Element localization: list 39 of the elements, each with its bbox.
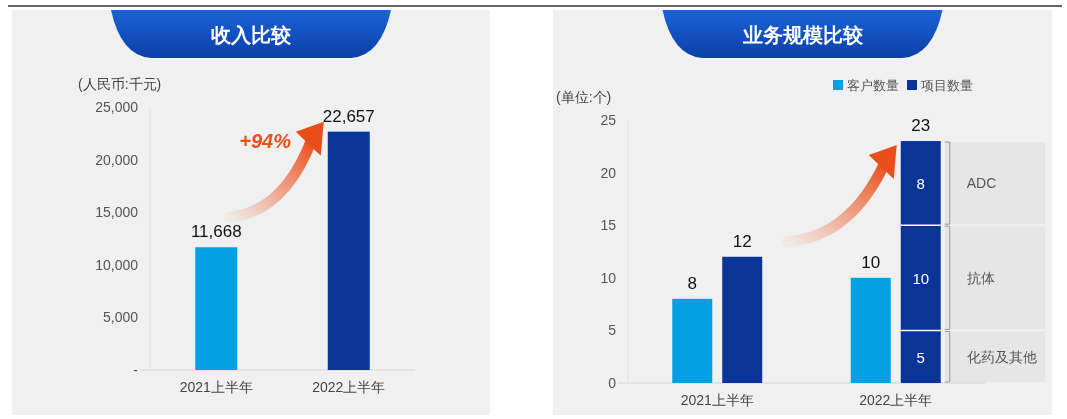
y-tick-label: 5 <box>608 322 617 339</box>
band-label: ADC <box>966 175 997 192</box>
data-label: 8 <box>687 273 697 293</box>
bar <box>722 256 763 383</box>
x-tick-label: 2022上半年 <box>312 379 386 395</box>
data-label: 10 <box>861 252 881 272</box>
x-tick-label: 2021上半年 <box>680 392 754 408</box>
data-label: 22,657 <box>322 106 375 126</box>
bar <box>672 298 713 383</box>
data-label: 11,668 <box>190 222 242 242</box>
y-tick-label: 15,000 <box>95 204 139 221</box>
y-tick-label: 0 <box>608 375 617 391</box>
x-tick-label: 2022上半年 <box>859 392 933 408</box>
band-label: 抗体 <box>966 269 995 286</box>
annotation: 10 <box>912 269 930 287</box>
y-axis-title: (人民币:千元) <box>78 76 162 92</box>
y-tick-label: - <box>133 362 139 378</box>
y-tick-label: 15 <box>600 217 617 234</box>
band-label: 化药及其他 <box>966 348 1037 365</box>
y-tick-label: 10,000 <box>95 256 139 273</box>
annotation: 8 <box>916 175 925 193</box>
annotation: 5 <box>916 348 925 366</box>
y-tick-label: 20,000 <box>95 151 139 168</box>
legend-label: 客户数量 <box>847 78 899 93</box>
y-tick-label: 25,000 <box>95 99 139 115</box>
y-tick-label: 10 <box>600 269 617 286</box>
chart-title: 收入比较 <box>211 24 292 46</box>
bar <box>850 277 891 383</box>
x-tick-label: 2021上半年 <box>179 379 253 395</box>
annotation: +94% <box>239 129 292 152</box>
y-tick-label: 25 <box>600 112 617 128</box>
bar <box>900 141 941 383</box>
chart-title: 业务规模比较 <box>741 24 864 46</box>
data-label: 23 <box>911 116 931 136</box>
data-label: 12 <box>732 231 752 251</box>
y-tick-label: 20 <box>600 164 617 181</box>
legend-label: 项目数量 <box>921 78 973 93</box>
y-axis-title: (单位:个) <box>556 89 612 105</box>
y-tick-label: 5,000 <box>102 309 139 326</box>
